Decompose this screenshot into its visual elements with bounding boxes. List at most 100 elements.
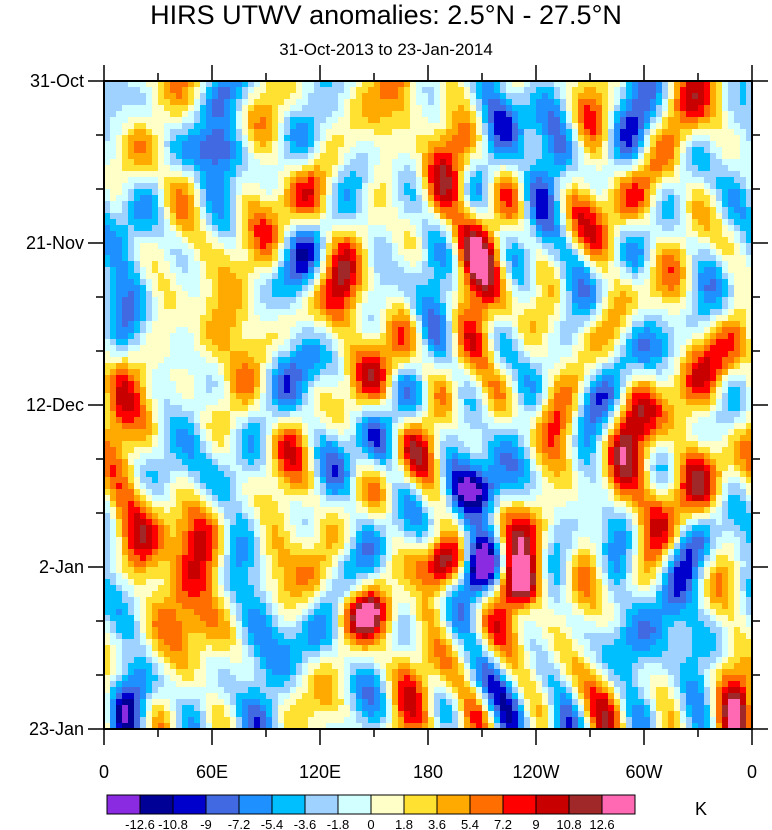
heat-cell: [194, 267, 201, 274]
heat-cell: [530, 207, 537, 214]
heat-cell: [530, 327, 537, 334]
heat-cell: [698, 327, 705, 334]
heat-cell: [458, 201, 465, 208]
heat-cell: [578, 147, 585, 154]
heat-cell: [560, 93, 567, 100]
heat-cell: [296, 99, 303, 106]
heat-cell: [620, 87, 627, 94]
heat-cell: [326, 351, 333, 358]
heat-cell: [128, 129, 135, 136]
heatmap-field: [104, 81, 752, 729]
heat-cell: [476, 249, 483, 256]
heat-cell: [296, 261, 303, 268]
heat-cell: [524, 297, 531, 304]
heat-cell: [260, 237, 267, 244]
heat-cell: [470, 231, 477, 238]
heat-cell: [560, 159, 567, 166]
heat-cell: [338, 345, 345, 352]
heat-cell: [356, 249, 363, 256]
heat-cell: [218, 267, 225, 274]
heat-cell: [476, 183, 483, 190]
heat-cell: [470, 267, 477, 274]
heat-cell: [476, 111, 483, 118]
heat-cell: [254, 321, 261, 328]
heat-cell: [434, 285, 441, 292]
heat-cell: [692, 171, 699, 178]
heat-cell: [620, 93, 627, 100]
heat-cell: [584, 183, 591, 190]
heat-cell: [560, 291, 567, 298]
heat-cell: [536, 111, 543, 118]
heat-cell: [644, 249, 651, 256]
heat-cell: [266, 135, 273, 142]
heat-cell: [134, 183, 141, 190]
heat-cell: [410, 159, 417, 166]
heat-cell: [506, 255, 513, 262]
heat-cell: [716, 183, 723, 190]
heat-cell: [386, 147, 393, 154]
heat-cell: [380, 111, 387, 118]
heat-cell: [692, 225, 699, 232]
heat-cell: [248, 153, 255, 160]
heat-cell: [608, 231, 615, 238]
heat-cell: [710, 351, 717, 358]
heat-cell: [266, 327, 273, 334]
heat-cell: [326, 303, 333, 310]
heat-cell: [548, 117, 555, 124]
heat-cell: [344, 177, 351, 184]
heat-cell: [566, 207, 573, 214]
heat-cell: [200, 333, 207, 340]
heat-cell: [380, 117, 387, 124]
heat-cell: [194, 93, 201, 100]
heat-cell: [284, 225, 291, 232]
heat-cell: [650, 195, 657, 202]
heat-cell: [422, 243, 429, 250]
heat-cell: [632, 93, 639, 100]
heat-cell: [404, 345, 411, 352]
heat-cell: [620, 153, 627, 160]
heat-cell: [704, 111, 711, 118]
heat-cell: [308, 309, 315, 316]
heat-cell: [212, 219, 219, 226]
heat-cell: [482, 231, 489, 238]
heat-cell: [350, 123, 357, 130]
heat-cell: [320, 261, 327, 268]
heat-cell: [218, 357, 225, 364]
heat-cell: [416, 183, 423, 190]
heat-cell: [446, 249, 453, 256]
heat-cell: [338, 291, 345, 298]
heat-cell: [524, 105, 531, 112]
heat-cell: [662, 267, 669, 274]
heat-cell: [272, 153, 279, 160]
heat-cell: [212, 93, 219, 100]
heat-cell: [404, 195, 411, 202]
heat-cell: [278, 297, 285, 304]
heat-cell: [662, 183, 669, 190]
heat-cell: [476, 81, 483, 88]
heat-cell: [188, 309, 195, 316]
heat-cell: [410, 189, 417, 196]
heat-cell: [626, 225, 633, 232]
heat-cell: [344, 183, 351, 190]
heat-cell: [578, 189, 585, 196]
heat-cell: [356, 93, 363, 100]
heat-cell: [122, 345, 129, 352]
heat-cell: [326, 177, 333, 184]
heat-cell: [470, 333, 477, 340]
heat-cell: [308, 87, 315, 94]
heat-cell: [614, 267, 621, 274]
heat-cell: [746, 87, 752, 94]
heat-cell: [572, 219, 579, 226]
heat-cell: [668, 87, 675, 94]
heat-cell: [380, 135, 387, 142]
heat-cell: [320, 213, 327, 220]
heat-cell: [374, 135, 381, 142]
heat-cell: [392, 345, 399, 352]
heat-cell: [164, 141, 171, 148]
heat-cell: [602, 177, 609, 184]
heat-cell: [428, 303, 435, 310]
heat-cell: [248, 351, 255, 358]
heat-cell: [350, 321, 357, 328]
heat-cell: [686, 105, 693, 112]
heat-cell: [632, 195, 639, 202]
